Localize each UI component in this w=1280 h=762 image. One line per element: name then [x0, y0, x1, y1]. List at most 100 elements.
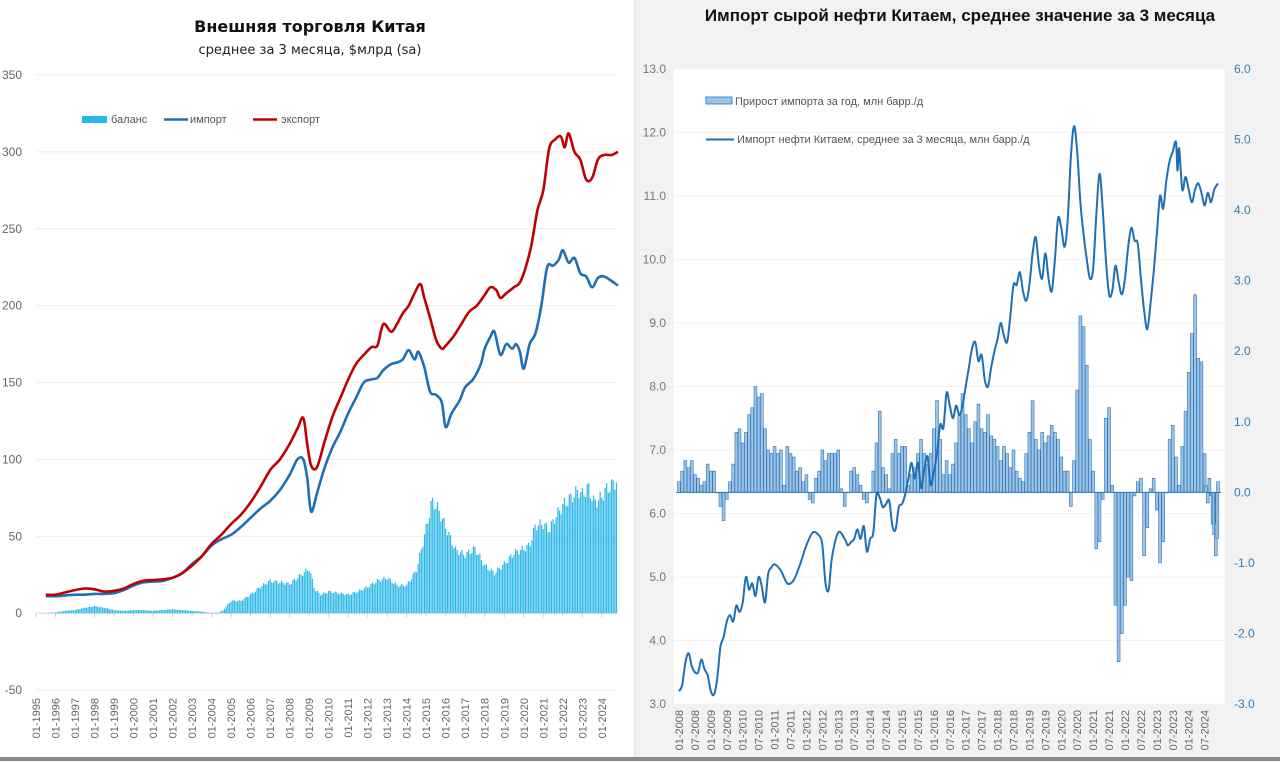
bar-balance [557, 507, 558, 613]
bar-balance [604, 488, 605, 613]
bar-balance [237, 601, 238, 613]
y-tick-label: 300 [2, 145, 22, 159]
bar-balance [333, 593, 334, 613]
bar-balance [317, 591, 318, 613]
x-tick-label: 01-1996 [51, 698, 63, 738]
x-tick-label: 01-2005 [226, 698, 238, 738]
x-tick-label: 01-2024 [1184, 710, 1196, 750]
bar-balance [148, 610, 149, 613]
bar-import-growth [738, 429, 741, 493]
bar-balance [546, 523, 547, 613]
bar-balance [562, 504, 563, 613]
bar-import-growth [1175, 457, 1178, 492]
bar-balance [460, 553, 461, 614]
x-tick-label: 07-2009 [722, 710, 734, 750]
trade-chart: Внешняя торговля Китая среднее за 3 меся… [0, 0, 634, 757]
bar-balance [112, 610, 113, 614]
bar-balance [544, 524, 545, 613]
x-tick-label: 01-2004 [207, 698, 219, 738]
bar-balance [175, 610, 176, 613]
bar-balance [500, 570, 501, 613]
bar-balance [325, 593, 326, 613]
bar-import-growth [681, 471, 684, 492]
bar-balance [231, 601, 232, 613]
bar-balance [455, 547, 456, 613]
bar-balance [603, 500, 604, 613]
bottom-border [0, 757, 1280, 761]
bar-import-growth [952, 464, 955, 492]
bar-balance [297, 578, 298, 613]
bar-balance [63, 611, 64, 613]
bar-import-growth [983, 432, 986, 492]
bar-balance [385, 579, 386, 613]
bar-import-growth [853, 468, 856, 493]
bar-balance [502, 565, 503, 613]
bar-import-growth [1041, 432, 1044, 492]
bar-balance [318, 593, 319, 613]
bar-import-growth [1018, 478, 1021, 492]
bar-import-growth [834, 454, 837, 493]
bar-balance [564, 498, 565, 613]
y-tick-label-right: 0.0 [1234, 485, 1251, 499]
bar-balance [361, 590, 362, 613]
bar-balance [577, 490, 578, 613]
y-tick-label-left: 12.0 [643, 126, 667, 140]
bar-balance [70, 610, 71, 613]
y-tick-label: 200 [2, 299, 22, 313]
y-tick-label-right: 5.0 [1234, 133, 1251, 147]
bar-import-growth [967, 429, 970, 493]
bar-balance [523, 550, 524, 613]
bar-balance [245, 597, 246, 613]
bar-balance [271, 582, 272, 613]
bar-balance [351, 595, 352, 614]
bar-balance [307, 571, 308, 613]
bar-balance [375, 583, 376, 613]
y-tick-label: 50 [9, 529, 23, 543]
bar-import-growth [980, 429, 983, 493]
bar-balance [370, 584, 371, 613]
bar-balance [346, 594, 347, 613]
y-tick-label-right: 6.0 [1234, 62, 1251, 76]
bar-import-growth [1155, 492, 1158, 510]
bar-import-growth [684, 461, 687, 493]
bar-balance [338, 594, 339, 613]
bar-balance [164, 610, 165, 613]
bar-balance [296, 581, 297, 614]
bar-balance [180, 610, 181, 613]
bar-balance [326, 593, 327, 613]
legend-swatch-balance [82, 116, 107, 123]
bar-import-growth [815, 478, 818, 492]
bar-balance [161, 610, 162, 613]
bar-balance [483, 566, 484, 614]
bar-balance [354, 592, 355, 613]
bar-balance [65, 611, 66, 613]
bar-balance [74, 610, 75, 613]
bar-import-growth [1015, 471, 1018, 492]
bar-balance [383, 577, 384, 613]
bar-balance [572, 502, 573, 613]
bar-balance [409, 582, 410, 614]
bar-balance [365, 586, 366, 613]
bar-import-growth [811, 492, 814, 503]
bar-import-growth [1022, 482, 1025, 493]
bar-import-growth [1089, 439, 1092, 492]
bar-balance [284, 585, 285, 613]
bar-balance [322, 594, 323, 613]
bar-balance [427, 524, 428, 614]
bar-import-growth [1092, 471, 1095, 492]
bar-balance [182, 610, 183, 613]
bar-balance [357, 592, 358, 613]
bar-balance [196, 611, 197, 613]
bar-balance [81, 609, 82, 614]
x-tick-label: 01-2012 [801, 710, 813, 750]
bar-import-growth [757, 397, 760, 492]
x-tick-label: 01-2020 [519, 698, 531, 738]
bar-import-growth [1146, 492, 1149, 527]
bar-import-growth [1162, 492, 1165, 541]
bar-import-growth [942, 475, 945, 493]
bar-import-growth [1171, 425, 1174, 492]
bar-import-growth [773, 446, 776, 492]
bar-balance [247, 597, 248, 613]
y-tick-label-left: 6.0 [649, 507, 666, 521]
bar-balance [270, 579, 271, 613]
